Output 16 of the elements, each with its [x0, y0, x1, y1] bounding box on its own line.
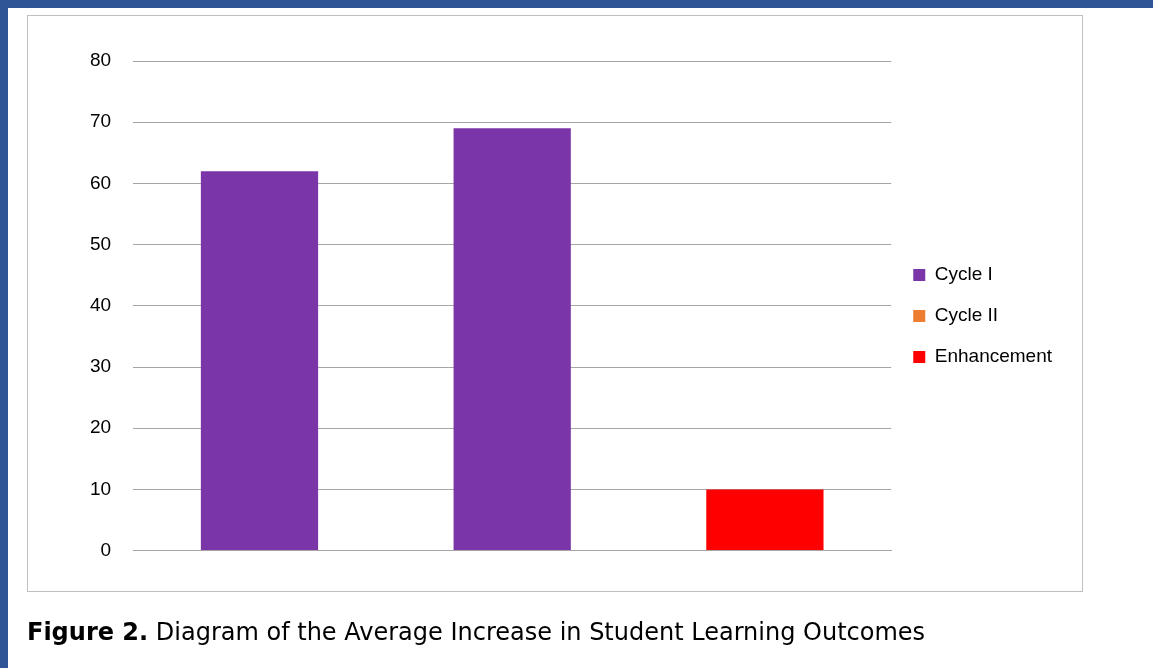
y-tick-label: 50 — [89, 232, 112, 254]
y-tick-label: 30 — [89, 355, 112, 377]
y-tick-label: 80 — [89, 49, 112, 71]
legend-label: Enhancement — [934, 345, 1053, 367]
legend-label: Cycle II — [934, 304, 999, 326]
y-tick-label: 0 — [100, 538, 112, 560]
bar — [200, 171, 319, 551]
y-tick-label: 10 — [89, 477, 112, 499]
legend-label: Cycle I — [934, 263, 993, 285]
caption: Figure 2. Diagram of the Average Increase in Student Learning Outcomes — [27, 618, 926, 646]
y-tick-label: 70 — [89, 110, 112, 132]
y-tick-label: 60 — [89, 171, 112, 193]
bar — [706, 489, 824, 551]
y-tick-label: 40 — [89, 294, 112, 316]
bar — [453, 128, 571, 551]
y-tick-label: 20 — [89, 416, 112, 438]
